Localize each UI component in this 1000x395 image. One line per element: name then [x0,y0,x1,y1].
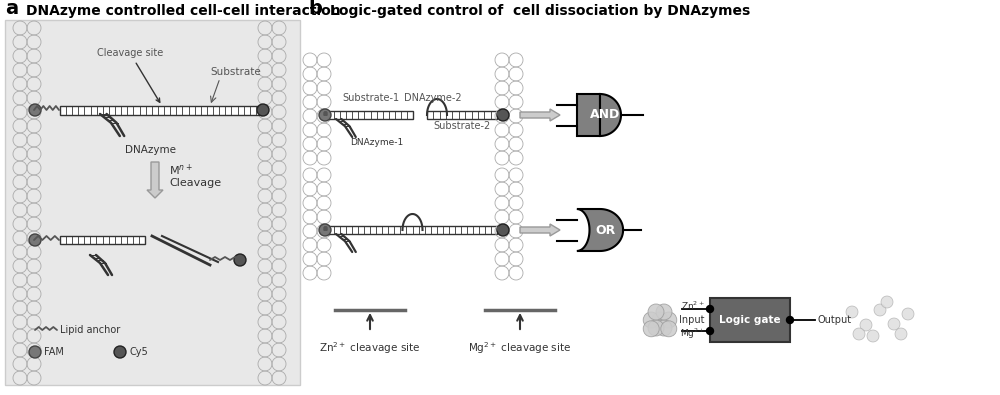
Circle shape [786,316,794,324]
Text: DNAzyme: DNAzyme [125,145,176,155]
Bar [427,111,497,119]
Text: Logic gate: Logic gate [719,315,781,325]
Polygon shape [577,209,623,251]
Circle shape [648,320,664,336]
Text: a: a [5,0,18,18]
Circle shape [881,296,893,308]
Bar [328,226,497,234]
Text: Cleavage site: Cleavage site [97,48,163,102]
FancyArrow shape [147,162,163,198]
Text: Zn$^{2+}$: Zn$^{2+}$ [681,300,705,312]
Text: Logic-gated control of  cell dissociation by DNAzymes: Logic-gated control of cell dissociation… [330,4,750,18]
Circle shape [114,346,126,358]
Bar [710,298,790,342]
Bar [328,111,413,119]
Circle shape [648,304,664,320]
Text: b: b [308,0,322,18]
Circle shape [895,328,907,340]
Circle shape [656,320,672,336]
Circle shape [652,312,668,328]
Text: Output: Output [818,315,852,325]
Circle shape [846,306,858,318]
Circle shape [661,312,677,328]
Text: Lipid anchor: Lipid anchor [60,325,120,335]
Circle shape [497,224,509,236]
Bar [60,105,262,115]
Text: Substrate: Substrate [210,67,261,77]
Circle shape [661,321,677,337]
Circle shape [706,327,714,335]
Circle shape [860,319,872,331]
Circle shape [29,104,41,116]
Circle shape [902,308,914,320]
Polygon shape [600,94,621,136]
Circle shape [867,330,879,342]
Circle shape [643,321,659,337]
Text: Zn$^{2+}$ cleavage site: Zn$^{2+}$ cleavage site [319,340,421,356]
Text: Mg$^{2+}$: Mg$^{2+}$ [680,327,705,341]
Bar [5,20,300,385]
Circle shape [497,109,509,121]
Text: Substrate-2: Substrate-2 [433,121,491,131]
Circle shape [319,224,331,236]
Circle shape [257,104,269,116]
Polygon shape [577,94,600,136]
FancyArrow shape [520,109,560,121]
FancyArrow shape [520,224,560,236]
Circle shape [706,305,714,312]
Circle shape [29,234,41,246]
Text: DNAzyme-2: DNAzyme-2 [404,93,462,103]
Circle shape [853,328,865,340]
Circle shape [656,304,672,320]
Text: DNAzyme-1: DNAzyme-1 [350,138,403,147]
Text: Mg$^{2+}$ cleavage site: Mg$^{2+}$ cleavage site [468,340,572,356]
Text: AND: AND [590,109,620,122]
Text: FAM: FAM [44,347,64,357]
Text: DNAzyme controlled cell-cell interaction: DNAzyme controlled cell-cell interaction [26,4,341,18]
Text: OR: OR [595,224,615,237]
Text: Cy5: Cy5 [129,347,148,357]
Circle shape [643,312,659,328]
Circle shape [319,109,331,121]
Text: Substrate-1: Substrate-1 [342,93,399,103]
Circle shape [234,254,246,266]
Text: Cleavage: Cleavage [169,178,221,188]
Text: M$^{n+}$: M$^{n+}$ [169,162,193,178]
Circle shape [888,318,900,330]
Circle shape [29,346,41,358]
Circle shape [874,304,886,316]
Text: Input: Input [680,315,705,325]
Bar [60,236,145,244]
